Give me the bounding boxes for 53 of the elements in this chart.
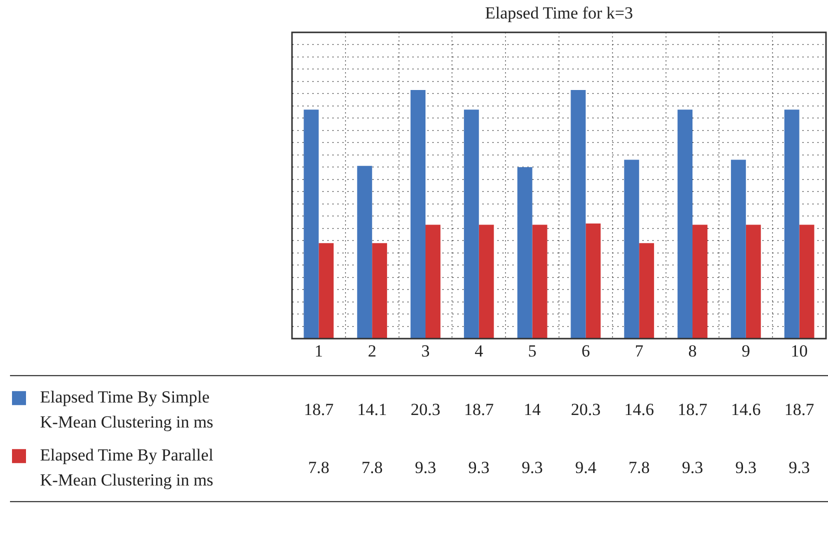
data-label: 18.7 <box>784 400 815 420</box>
bar <box>532 224 548 338</box>
data-label: 9.3 <box>414 458 436 478</box>
x-tick-label: 7 <box>634 341 644 360</box>
bar <box>746 224 761 338</box>
bar <box>464 110 479 338</box>
bar <box>586 223 601 338</box>
legend-label: Elapsed Time By Simple K-Mean Clustering in ms <box>40 388 214 432</box>
data-label: 7.8 <box>628 458 650 478</box>
data-label: 20.3 <box>570 400 601 420</box>
data-label: 7.8 <box>361 458 383 478</box>
bar <box>730 160 746 338</box>
bar <box>517 167 532 338</box>
x-tick-label: 10 <box>790 341 808 360</box>
bar <box>357 166 372 338</box>
bar <box>784 110 800 338</box>
data-label: 14.6 <box>731 400 761 420</box>
x-tick-label: 9 <box>742 341 750 360</box>
data-label: 20.3 <box>410 400 440 420</box>
bar <box>318 243 334 338</box>
data-label: 18.7 <box>304 400 334 420</box>
data-label: 9.3 <box>468 458 490 478</box>
bar <box>678 110 692 338</box>
bar <box>372 243 388 338</box>
data-label: 9.4 <box>575 458 597 478</box>
x-tick-label: 4 <box>474 341 484 360</box>
chart-title: Elapsed Time for k=3 <box>485 4 633 23</box>
data-label: 14.1 <box>357 400 387 420</box>
data-label: 14.6 <box>624 400 654 420</box>
bar <box>304 110 319 338</box>
data-label: 14 <box>524 400 542 420</box>
bar <box>410 90 426 338</box>
bar <box>624 160 640 338</box>
x-tick-label: 2 <box>368 341 376 360</box>
bar <box>639 243 654 338</box>
data-label: 18.7 <box>464 400 494 420</box>
legend-label: Elapsed Time By Parallel K-Mean Clustering in ms <box>40 446 214 490</box>
x-tick-label: 8 <box>688 341 697 360</box>
bar <box>692 224 708 338</box>
bar <box>426 224 440 338</box>
bar <box>799 224 814 338</box>
data-label: 9.3 <box>682 458 704 478</box>
x-tick-label: 1 <box>314 341 323 360</box>
x-tick-label: 3 <box>421 341 430 360</box>
x-tick-label: 5 <box>528 341 537 360</box>
data-label: 9.3 <box>735 458 757 478</box>
data-label: 7.8 <box>308 458 330 478</box>
data-label: 9.3 <box>788 458 810 478</box>
x-tick-label: 6 <box>581 341 590 360</box>
bar <box>478 224 494 338</box>
bar <box>570 90 586 338</box>
data-label: 9.3 <box>522 458 543 478</box>
data-label: 18.7 <box>678 400 708 420</box>
